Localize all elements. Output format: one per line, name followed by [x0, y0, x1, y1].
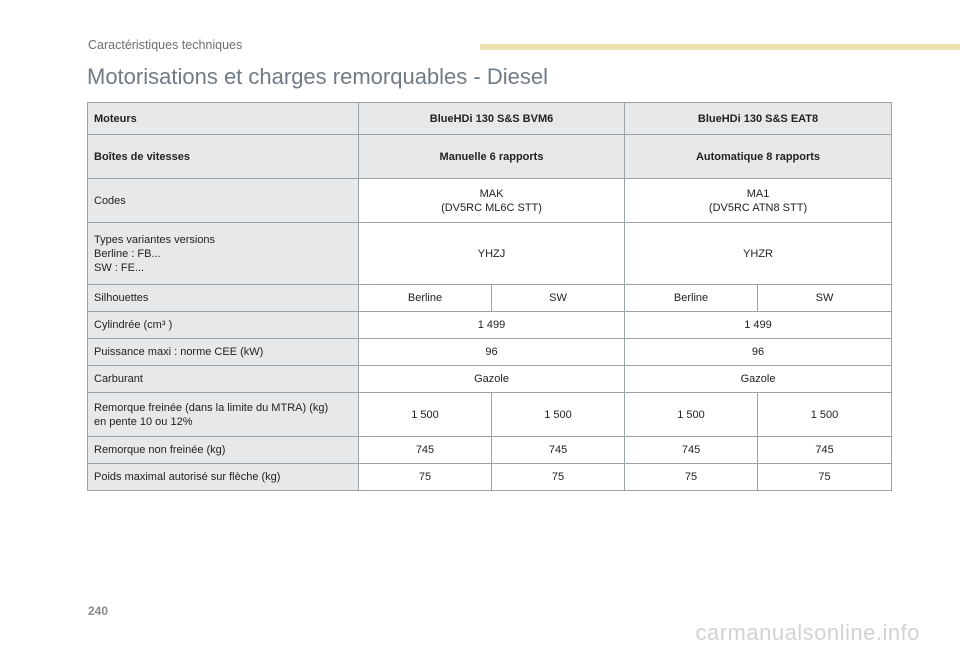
- row-gearbox: Boîtes de vitesses Manuelle 6 rapports A…: [87, 134, 893, 179]
- braked-cell: 1 500: [358, 392, 492, 437]
- displacement-1: 1 499: [357, 311, 626, 339]
- row-variants: Types variantes versions Berline : FB...…: [87, 222, 893, 285]
- gearbox-1: Manuelle 6 rapports: [357, 134, 626, 179]
- gearbox-2: Automatique 8 rapports: [624, 134, 893, 179]
- header-accent-bar: [480, 44, 960, 50]
- power-2: 96: [624, 338, 893, 366]
- row-power: Puissance maxi : norme CEE (kW) 96 96: [87, 338, 893, 366]
- row-unbraked-trailer: Remorque non freinée (kg) 745 745 745 74…: [87, 436, 893, 464]
- unbraked-cell: 745: [757, 436, 893, 464]
- variants-label-line-2: Berline : FB...: [94, 247, 161, 260]
- code-2: MA1 (DV5RC ATN8 STT): [624, 178, 893, 223]
- row-braked-trailer: Remorque freinée (dans la limite du MTRA…: [87, 392, 893, 437]
- specs-table: Moteurs BlueHDi 130 S&S BVM6 BlueHDi 130…: [87, 102, 893, 491]
- displacement-2: 1 499: [624, 311, 893, 339]
- page-number: 240: [88, 604, 109, 618]
- braked-cell: 1 500: [490, 392, 626, 437]
- braked-cell: 1 500: [757, 392, 893, 437]
- variant-1: YHZJ: [357, 222, 626, 285]
- page-title: Motorisations et charges remorquables - …: [87, 64, 548, 89]
- body-cell: SW: [757, 284, 893, 312]
- row-displacement: Cylindrée (cm³ ) 1 499 1 499: [87, 311, 893, 339]
- power-1: 96: [357, 338, 626, 366]
- variants-label-line-3: SW : FE...: [94, 261, 145, 274]
- noseweight-label: Poids maximal autorisé sur flèche (kg): [87, 463, 359, 491]
- power-label: Puissance maxi : norme CEE (kW): [87, 338, 359, 366]
- code-1: MAK (DV5RC ML6C STT): [357, 178, 626, 223]
- body-cell: Berline: [624, 284, 759, 312]
- row-body: Silhouettes Berline SW Berline SW: [87, 284, 893, 312]
- body-label: Silhouettes: [87, 284, 359, 312]
- braked-cell: 1 500: [624, 392, 759, 437]
- braked-label: Remorque freinée (dans la limite du MTRA…: [87, 392, 359, 437]
- body-cell: SW: [490, 284, 626, 312]
- watermark: carmanualsonline.info: [695, 620, 920, 645]
- noseweight-cell: 75: [358, 463, 492, 491]
- code-2-main: MA1: [746, 187, 770, 200]
- unbraked-cell: 745: [624, 436, 759, 464]
- row-codes: Codes MAK (DV5RC ML6C STT) MA1 (DV5RC AT…: [87, 178, 893, 223]
- noseweight-cell: 75: [624, 463, 759, 491]
- fuel-label: Carburant: [87, 365, 359, 393]
- noseweight-cell: 75: [490, 463, 626, 491]
- engines-label: Moteurs: [87, 102, 359, 135]
- row-nose-weight: Poids maximal autorisé sur flèche (kg) 7…: [87, 463, 893, 491]
- engine-2: BlueHDi 130 S&S EAT8: [624, 102, 893, 135]
- noseweight-cell: 75: [757, 463, 893, 491]
- fuel-2: Gazole: [624, 365, 893, 393]
- code-1-main: MAK: [479, 187, 504, 200]
- unbraked-label: Remorque non freinée (kg): [87, 436, 359, 464]
- variant-2: YHZR: [624, 222, 893, 285]
- braked-label-line-1: Remorque freinée (dans la limite du MTRA…: [94, 401, 329, 414]
- variants-label: Types variantes versions Berline : FB...…: [87, 222, 359, 285]
- code-2-sub: (DV5RC ATN8 STT): [708, 201, 808, 214]
- section-label: Caractéristiques techniques: [88, 38, 243, 52]
- unbraked-cell: 745: [490, 436, 626, 464]
- displacement-label: Cylindrée (cm³ ): [87, 311, 359, 339]
- fuel-1: Gazole: [357, 365, 626, 393]
- gearbox-label: Boîtes de vitesses: [87, 134, 359, 179]
- engine-1: BlueHDi 130 S&S BVM6: [357, 102, 626, 135]
- row-engines: Moteurs BlueHDi 130 S&S BVM6 BlueHDi 130…: [87, 102, 893, 135]
- unbraked-cell: 745: [358, 436, 492, 464]
- codes-label: Codes: [87, 178, 359, 223]
- braked-label-line-2: en pente 10 ou 12%: [94, 415, 193, 428]
- code-1-sub: (DV5RC ML6C STT): [441, 201, 542, 214]
- variants-label-line-1: Types variantes versions: [94, 233, 216, 246]
- row-fuel: Carburant Gazole Gazole: [87, 365, 893, 393]
- body-cell: Berline: [358, 284, 492, 312]
